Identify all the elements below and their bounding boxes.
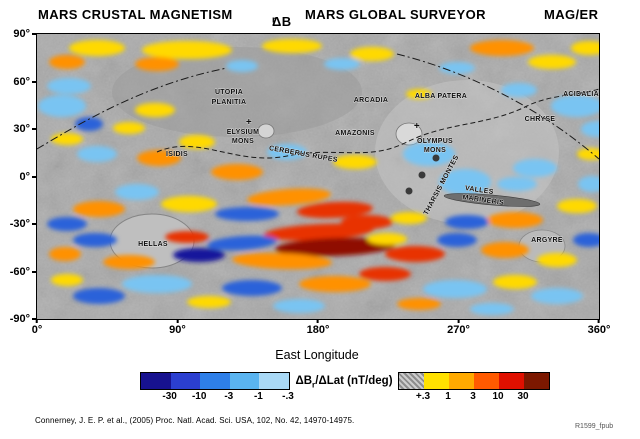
colorbar-tick-label: 1	[445, 391, 451, 402]
label-utopia-line1: UTOPIA	[215, 89, 243, 96]
title-delta-br: ΔB r	[272, 7, 291, 29]
legend-title: ΔBr/ΔLat (nT/deg)	[292, 372, 396, 390]
tharsis-volcano-2	[418, 171, 426, 179]
y-tick-label: -90°	[10, 313, 36, 325]
colorbar-tick-label: -30	[162, 391, 177, 402]
y-axis: 90° 60° 30° 0° -30° -60° -90°	[0, 28, 36, 325]
colorbar-segment-hatch	[399, 373, 424, 389]
colorbar-segment	[474, 373, 499, 389]
y-tick-label: -60°	[10, 266, 36, 278]
delta-br-sub: r	[272, 14, 277, 25]
label-utopia-line2: PLANITIA	[212, 99, 247, 106]
legend-title-sub: r	[312, 380, 316, 390]
colorbar-tick-label: 10	[492, 391, 504, 402]
label-arcadia: ARCADIA	[354, 97, 388, 104]
title-mission: MARS GLOBAL SURVEYOR	[305, 7, 486, 22]
x-tick-label: 180°	[307, 319, 329, 336]
mars-map: + + UTOPIA PLANITIA ARCADIA ALBA PATERA …	[36, 33, 600, 320]
colorbar-segment	[449, 373, 474, 389]
topography-features	[109, 47, 566, 269]
legend-positive-bar	[398, 372, 550, 390]
legend-title-rest: /ΔLat (nT/deg)	[315, 375, 393, 387]
label-valles: VALLES	[464, 185, 494, 196]
colorbar-legend: ΔBr/ΔLat (nT/deg) -30 -10 -3 -1 -.3 +.3 1 3 10 3…	[0, 372, 640, 408]
label-olympus-line1: OLYMPUS	[417, 138, 453, 145]
legend-negative-labels: -30 -10 -3 -1 -.3	[140, 391, 293, 404]
colorbar-tick-label: -3	[224, 391, 234, 402]
colorbar-tick-label: -10	[191, 391, 207, 402]
map-svg: + + UTOPIA PLANITIA ARCADIA ALBA PATERA …	[37, 34, 599, 319]
colorbar-segment	[524, 373, 549, 389]
y-tick-label: 0°	[19, 171, 36, 183]
figure-id: R1599_fpub	[575, 423, 614, 430]
label-elysium-line2: MONS	[232, 138, 254, 145]
x-tick-label: 270°	[447, 319, 470, 336]
x-tick-label: 360°	[588, 319, 610, 336]
x-axis: 0° 90° 180° 270° 360°	[32, 319, 610, 341]
colorbar-segment	[200, 373, 230, 389]
title-crustal-magnetism: MARS CRUSTAL MAGNETISM	[38, 7, 233, 22]
colorbar-tick-label: 3	[470, 391, 476, 402]
label-acidalia: ACIDALIA	[563, 91, 599, 98]
surface-features: + +	[246, 117, 541, 207]
colorbar-segment	[424, 373, 449, 389]
tharsis-volcano-1	[432, 154, 440, 162]
label-isidis: ISIDIS	[166, 151, 188, 158]
tharsis-volcano-3	[405, 187, 413, 195]
legend-positive-labels: +.3 1 3 10 30	[398, 391, 548, 404]
citation: Connerney, J. E. P. et al., (2005) Proc.…	[35, 416, 355, 425]
dashed-boundary-lines	[37, 53, 599, 160]
label-elysium-line1: ELYSIUM	[227, 129, 260, 136]
label-alba-patera: ALBA PATERA	[415, 93, 467, 100]
x-tick-label: 90°	[169, 319, 186, 336]
colorbar-tick-label: -1	[253, 391, 263, 402]
legend-negative-bar	[140, 372, 290, 390]
colorbar-segment	[170, 373, 201, 389]
label-olympus-line2: MONS	[424, 147, 446, 154]
magnetic-anomaly-field	[38, 39, 599, 315]
x-axis-title: East Longitude	[275, 348, 359, 362]
label-hellas: HELLAS	[138, 241, 168, 248]
title-instrument: MAG/ER	[544, 7, 599, 22]
y-tick-label: 30°	[13, 123, 36, 135]
olympus-plus-marker: +	[414, 121, 420, 132]
colorbar-tick-label: 30	[517, 391, 529, 402]
colorbar-segment	[259, 373, 289, 389]
x-tick-label: 0°	[32, 319, 42, 336]
valles-marineris-canyon	[443, 193, 541, 207]
y-tick-label: 90°	[13, 28, 36, 40]
label-chryse: CHRYSE	[525, 116, 556, 123]
colorbar-segment	[141, 373, 171, 389]
colorbar-tick-label: +.3	[415, 391, 431, 402]
colorbar-segment	[229, 373, 260, 389]
label-amazonis: AMAZONIS	[335, 130, 375, 137]
y-tick-label: -30°	[10, 218, 36, 230]
delta-br-main: ΔB	[272, 14, 292, 29]
y-tick-label: 60°	[13, 76, 36, 88]
label-argyre: ARGYRE	[531, 237, 563, 244]
elysium-plus-marker: +	[246, 117, 252, 128]
legend-title-main: ΔB	[295, 375, 313, 387]
colorbar-tick-label: -.3	[282, 391, 294, 402]
colorbar-segment	[499, 373, 524, 389]
